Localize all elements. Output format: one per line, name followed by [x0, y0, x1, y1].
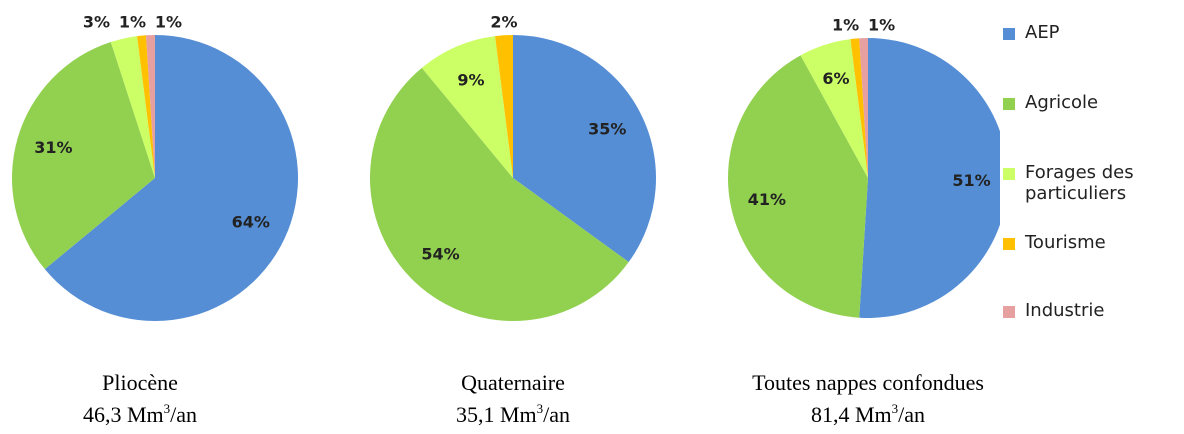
data-label: 1% — [119, 13, 146, 32]
data-label: 1% — [868, 16, 895, 35]
legend-label: Industrie — [1025, 300, 1105, 321]
pie-slice — [137, 35, 155, 178]
caption-name: Quaternaire — [461, 370, 565, 395]
data-label: 51% — [952, 171, 990, 190]
pie-slice — [513, 35, 656, 263]
legend-item: Agricole — [1003, 92, 1183, 113]
data-label: 64% — [232, 213, 270, 232]
legend-item: Forages des particuliers — [1003, 162, 1183, 204]
data-label: 31% — [34, 138, 72, 157]
legend-label: Forages des particuliers — [1025, 162, 1134, 204]
data-label: 9% — [457, 70, 484, 89]
caption-volume: 46,3 Mm3/an — [83, 401, 197, 427]
caption-exponent: 3 — [537, 401, 544, 416]
caption-volume-value: 46,3 Mm — [83, 402, 164, 427]
legend-swatch — [1003, 28, 1015, 40]
data-label: 35% — [588, 119, 626, 138]
legend-label: AEP — [1025, 22, 1060, 43]
pie-slice — [146, 35, 155, 178]
legend-swatch — [1003, 238, 1015, 250]
pie-slice — [859, 38, 868, 178]
data-label: 1% — [832, 16, 859, 35]
caption-name: Pliocène — [102, 370, 178, 395]
legend-label: Agricole — [1025, 92, 1099, 113]
caption-volume: 81,4 Mm3/an — [811, 401, 925, 427]
caption-exponent: 3 — [892, 401, 899, 416]
pie-slice — [859, 38, 1000, 318]
data-label: 6% — [822, 69, 849, 88]
pie-slice — [421, 36, 513, 179]
legend-item: Industrie — [1003, 300, 1183, 321]
pie-slice — [369, 67, 629, 321]
legend-swatch — [1003, 98, 1015, 110]
caption-volume: 35,1 Mm3/an — [456, 401, 570, 427]
legend-swatch — [1003, 168, 1015, 180]
pie-slice — [11, 41, 155, 270]
data-label: 2% — [490, 13, 517, 32]
legend-label: Tourisme — [1025, 232, 1106, 253]
pie-slice — [850, 38, 868, 178]
caption-volume-value: 81,4 Mm — [811, 402, 892, 427]
caption-unit: /an — [543, 402, 570, 427]
data-label: 3% — [83, 13, 110, 32]
caption-exponent: 3 — [164, 401, 171, 416]
caption-unit: /an — [170, 402, 197, 427]
data-label: 41% — [748, 190, 786, 209]
pie-slice — [110, 36, 155, 179]
caption-name: Toutes nappes confondues — [752, 370, 984, 395]
pie-slice — [44, 35, 298, 322]
pie-slice — [800, 39, 868, 178]
caption-unit: /an — [898, 402, 925, 427]
legend-item: AEP — [1003, 22, 1183, 43]
legend-swatch — [1003, 306, 1015, 318]
data-label: 1% — [155, 13, 182, 32]
pie-slice — [727, 55, 868, 318]
legend-item: Tourisme — [1003, 232, 1183, 253]
data-label: 54% — [421, 245, 459, 264]
pie-slice — [495, 35, 513, 178]
caption-volume-value: 35,1 Mm — [456, 402, 537, 427]
